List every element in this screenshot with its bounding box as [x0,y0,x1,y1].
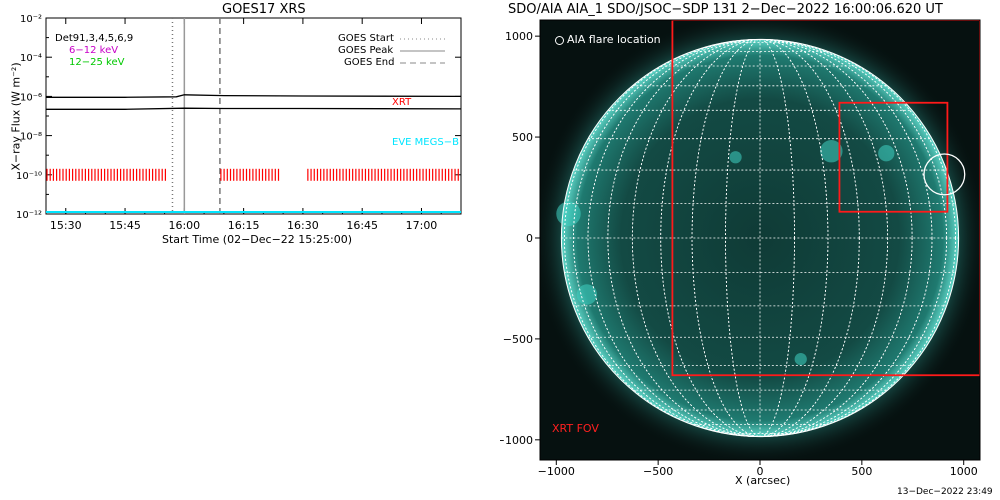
goes-xtick-label: 16:00 [168,219,200,232]
goes-xlabel: Start Time (02−Dec−22 15:25:00) [162,233,352,246]
goes-xtick-label: 16:45 [346,219,378,232]
goes-plot: 10⁻¹² 10⁻¹⁰ 10⁻⁸ 10⁻⁶ 10⁻⁴ 10⁻² 15:30 15:45 16:0… [16,14,462,232]
aia-xtick-label: −1000 [538,465,575,478]
longitude-line [587,38,933,437]
goes-ytick-label: 10⁻¹² [16,210,42,221]
goes-ytick-label: 10⁻⁸ [20,132,42,143]
goes-series-2 [46,107,462,110]
aia-image-area [540,20,980,460]
legend-goes-end: GOES End [344,57,395,68]
goes-ytick-label: 10⁻¹⁰ [16,171,42,182]
longitude-line [691,38,829,437]
flare-location-circle [923,153,966,196]
goes-ytick-label: 10⁻⁴ [20,53,42,64]
longitude-line [572,38,948,437]
active-region [556,201,581,227]
goes-title: GOES17 XRS [222,2,306,17]
aia-ytick-label: −1000 [500,434,533,447]
flare-circle-icon [555,35,564,45]
aia-plot: −1000 −500 0 500 1000 1000 500 0 −500 −1000 [500,19,981,478]
flare-location-label: AIA flare location [555,33,661,46]
aia-xtick-label: 500 [851,465,872,478]
limb [560,38,960,438]
goes-ytick-label: 10⁻² [20,14,42,25]
active-region [878,145,895,162]
aia-xtick-label: −500 [643,465,673,478]
xrt-subfield-box [838,101,949,213]
band-label-1: Det91,3,4,5,6,9 [55,33,134,44]
eve-label: EVE MEGS−B [392,137,459,148]
aia-xlabel: X (arcsec) [735,474,791,487]
aia-ytick-label: 1000 [505,30,533,43]
xrt-label: XRT [392,97,412,108]
goes-series-1 [46,94,462,98]
goes-ytick-label: 10⁻⁶ [20,92,42,103]
active-region [794,352,807,366]
goes-ylabel: X−ray Flux (W m⁻²) [9,62,23,171]
active-region [729,151,742,164]
active-region [576,284,598,305]
goes-xtick-label: 16:15 [228,219,260,232]
legend-goes-start: GOES Start [338,33,394,44]
goes-xtick-label: 16:30 [287,219,319,232]
flare-location-text: AIA flare location [567,33,661,46]
goes-xtick-label: 17:00 [406,219,438,232]
aia-ytick-label: 0 [526,232,533,245]
xrt-fov-label: XRT FOV [552,422,599,435]
goes-xtick-label: 15:45 [109,219,141,232]
goes-xtick-label: 15:30 [50,219,82,232]
xrt-fov-box [671,20,980,377]
legend-goes-peak: GOES Peak [338,45,394,56]
footer-timestamp: 13−Dec−2022 23:49 [897,487,993,497]
aia-ytick-label: −500 [503,333,533,346]
aia-title: SDO/AIA AIA_1 SDO/JSOC−SDP 131 2−Dec−202… [508,2,943,17]
band-label-3: 12−25 keV [69,57,125,68]
longitude-line [725,38,795,437]
band-label-2: 6−12 keV [69,45,119,56]
aia-ytick-label: 500 [512,131,533,144]
aia-xtick-label: 0 [757,465,764,478]
active-region [820,139,843,163]
aia-xtick-label: 1000 [950,465,978,478]
